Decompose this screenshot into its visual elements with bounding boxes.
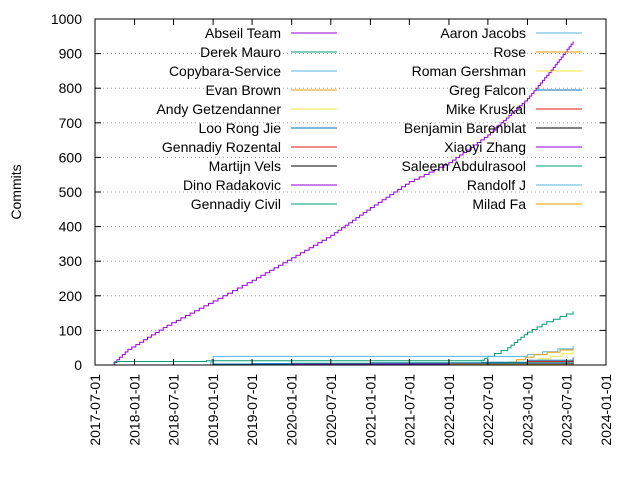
legend-label-aaron-jacobs: Aaron Jacobs — [440, 25, 526, 41]
legend-label-martijn-vels: Martijn Vels — [209, 158, 281, 174]
x-tick-label: 2019-07-01 — [244, 374, 260, 446]
series-line-abseil-team — [111, 41, 574, 366]
legend-label-evan-brown: Evan Brown — [206, 82, 281, 98]
y-tick-label: 800 — [59, 80, 83, 96]
x-tick-label: 2018-01-01 — [127, 374, 143, 446]
x-tick-label: 2020-01-01 — [284, 374, 300, 446]
y-tick-label: 1000 — [51, 11, 82, 27]
legend-label-mike-kruskal: Mike Kruskal — [446, 101, 526, 117]
axis-layer: 0 100 200 300 400 500 600 700 800 900 1000 2017-07-… — [51, 11, 614, 446]
legend-label-milad-fa: Milad Fa — [472, 196, 526, 212]
y-tick-label: 300 — [59, 253, 83, 269]
legend-label-andy-getzendanner: Andy Getzendanner — [156, 101, 281, 117]
legend-label-benjamin-barenblat: Benjamin Barenblat — [404, 120, 526, 136]
x-tick-label: 2021-01-01 — [362, 374, 378, 446]
x-tick-label: 2022-01-01 — [441, 374, 457, 446]
legend: Abseil Team Derek Mauro Copybara-Service Ev… — [156, 25, 582, 212]
x-tick-label: 2021-07-01 — [401, 374, 417, 446]
legend-label-xiaoyi-zhang: Xiaoyi Zhang — [444, 139, 526, 155]
series-line-derek-mauro — [111, 311, 574, 366]
y-tick-label: 400 — [59, 219, 83, 235]
grid-layer — [95, 53, 606, 331]
x-tick-label: 2018-07-01 — [166, 374, 182, 446]
x-tick-label: 2024-01-01 — [598, 374, 614, 446]
y-tick-label: 100 — [59, 322, 83, 338]
legend-label-greg-falcon: Greg Falcon — [449, 82, 526, 98]
y-tick-label: 600 — [59, 149, 83, 165]
y-tick-label: 700 — [59, 115, 83, 131]
legend-label-gennadiy-rozental: Gennadiy Rozental — [162, 139, 281, 155]
y-tick-label: 200 — [59, 288, 83, 304]
legend-label-abseil-team: Abseil Team — [205, 25, 281, 41]
legend-label-derek-mauro: Derek Mauro — [200, 44, 281, 60]
legend-label-loo-rong-jie: Loo Rong Jie — [198, 120, 281, 136]
x-tick-label: 2022-07-01 — [480, 374, 496, 446]
y-tick-label: 500 — [59, 184, 83, 200]
legend-label-gennadiy-civil: Gennadiy Civil — [191, 196, 281, 212]
series-line-copybara-service — [111, 346, 574, 366]
legend-label-saleem-abdulrasool: Saleem Abdulrasool — [401, 158, 526, 174]
x-tick-label: 2019-01-01 — [205, 374, 221, 446]
legend-label-roman-gershman: Roman Gershman — [412, 63, 526, 79]
x-tick-label: 2017-07-01 — [87, 374, 103, 446]
y-tick-label: 0 — [74, 357, 82, 373]
x-tick-label: 2023-01-01 — [519, 374, 535, 446]
legend-label-dino-radakovic: Dino Radakovic — [183, 177, 281, 193]
y-tick-label: 900 — [59, 46, 83, 62]
y-axis-label: Commits — [8, 164, 24, 219]
legend-label-randolf-j: Randolf J — [467, 177, 526, 193]
x-tick-label: 2023-07-01 — [558, 374, 574, 446]
legend-label-copybara-service: Copybara-Service — [169, 63, 281, 79]
legend-label-rose: Rose — [493, 44, 526, 60]
x-tick-label: 2020-07-01 — [323, 374, 339, 446]
